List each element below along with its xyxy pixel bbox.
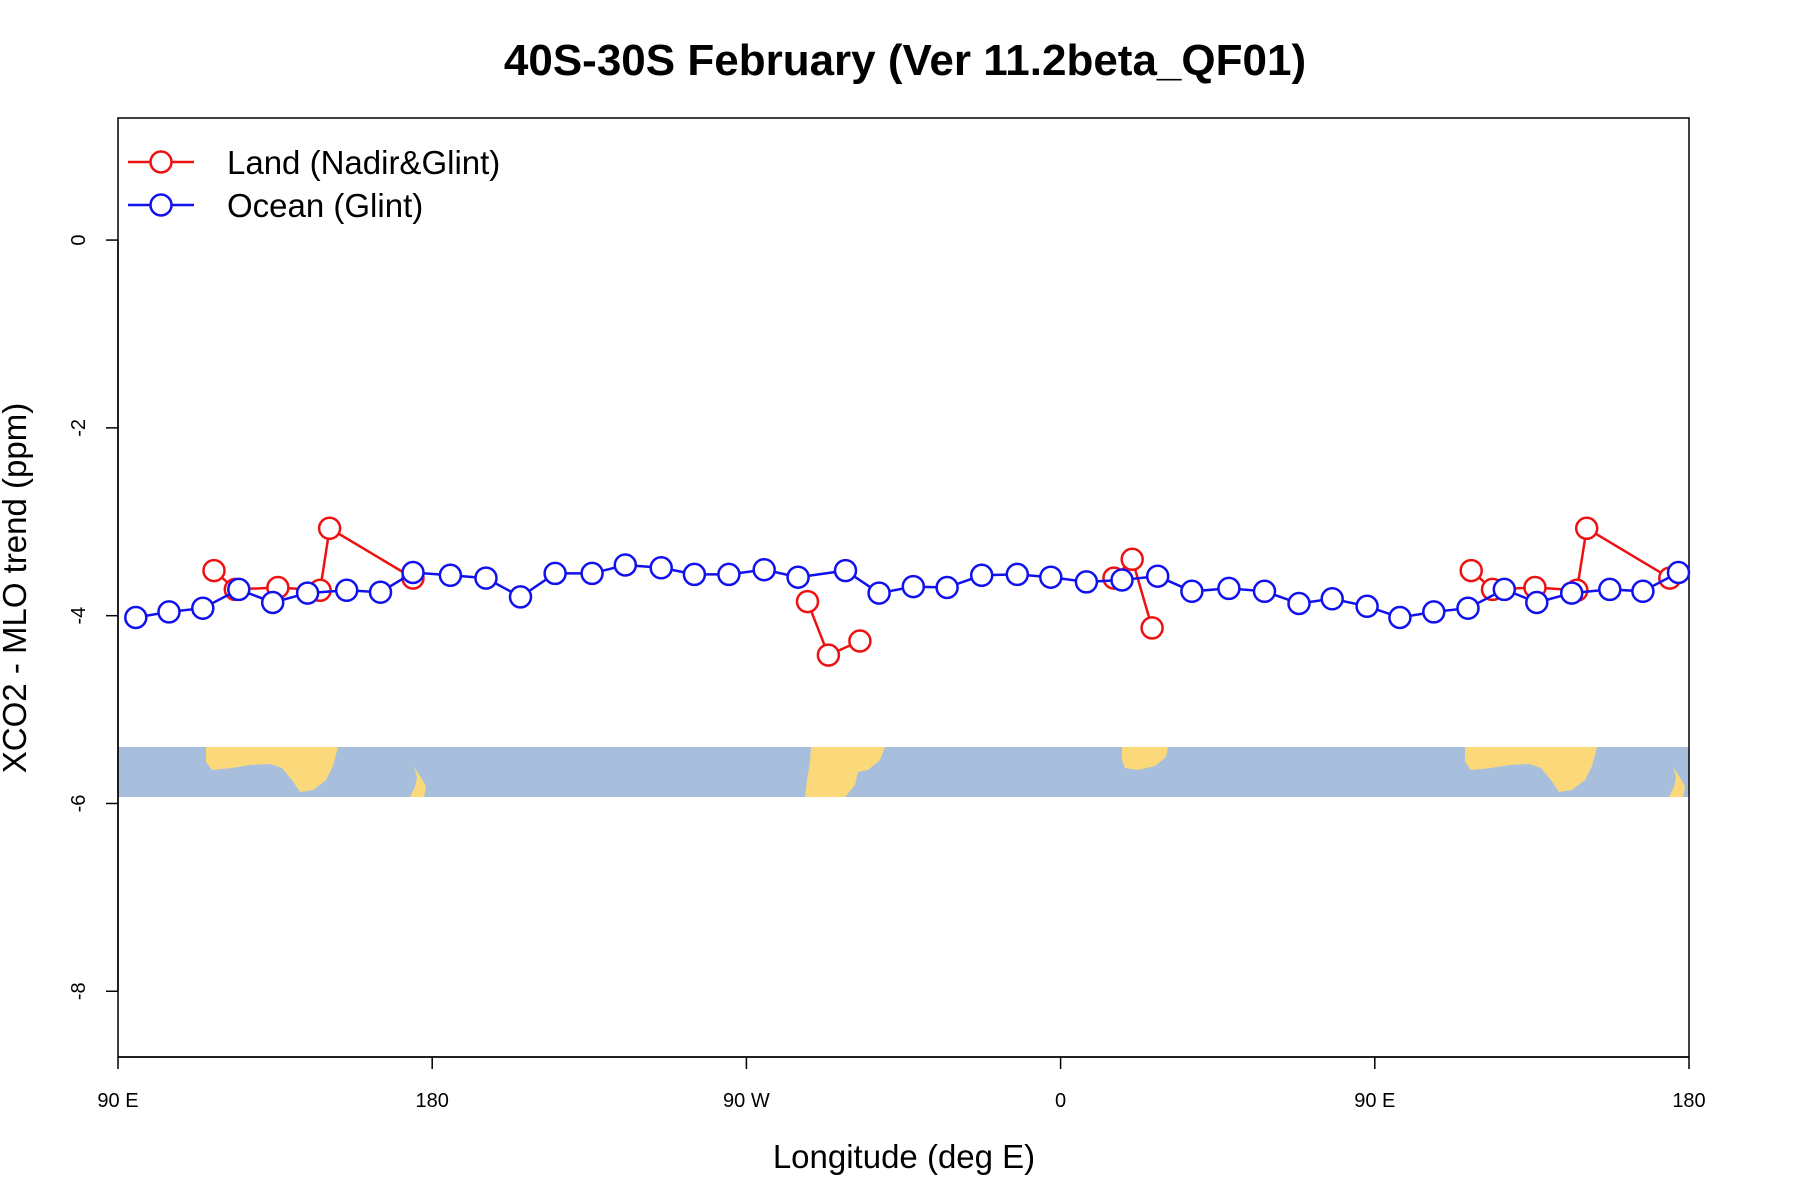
legend-land-label: Land (Nadir&Glint) xyxy=(227,144,500,181)
y-axis-label: XCO2 - MLO trend (ppm) xyxy=(0,403,33,773)
data-point xyxy=(227,577,251,602)
data-point xyxy=(1559,581,1584,605)
data-point xyxy=(1422,600,1446,624)
legend-ocean-marker xyxy=(149,193,173,217)
data-point xyxy=(901,574,926,599)
data-point xyxy=(649,556,673,580)
y-tick-label: -4 xyxy=(68,607,90,625)
data-point xyxy=(474,566,498,590)
data-point xyxy=(1355,594,1379,619)
data-point xyxy=(543,561,567,586)
data-point xyxy=(1574,516,1599,541)
data-point xyxy=(334,578,359,603)
data-point xyxy=(1140,616,1164,640)
map-land-australia-repeat xyxy=(1465,747,1597,792)
series-ocean xyxy=(124,553,1691,630)
data-point xyxy=(157,600,181,624)
data-point xyxy=(1287,591,1311,616)
data-point xyxy=(1666,560,1691,585)
data-point xyxy=(816,643,841,667)
x-tick-label: 90 E xyxy=(97,1090,138,1112)
data-point xyxy=(1074,570,1099,594)
x-axis-label: Longitude (deg E) xyxy=(773,1138,1035,1175)
data-point xyxy=(1005,562,1030,587)
data-point xyxy=(795,589,820,614)
data-point xyxy=(1110,568,1134,592)
data-point xyxy=(833,558,858,583)
data-point xyxy=(124,605,148,630)
data-point xyxy=(1320,587,1344,611)
data-point xyxy=(1252,579,1277,604)
y-tick-label: 0 xyxy=(68,235,90,246)
data-point xyxy=(508,585,533,609)
data-point xyxy=(317,516,342,541)
x-axis: 90 E 180 90 W 0 90 E 180 xyxy=(97,1056,1706,1112)
data-point xyxy=(1631,579,1655,604)
data-point xyxy=(848,629,872,653)
data-point xyxy=(438,563,463,588)
x-tick-label: 180 xyxy=(416,1090,449,1112)
y-tick-label: -2 xyxy=(68,419,90,437)
data-point xyxy=(580,561,604,586)
y-tick-label: -8 xyxy=(68,982,90,1000)
x-tick-label: 90 E xyxy=(1354,1090,1395,1112)
data-point xyxy=(935,575,959,600)
data-point xyxy=(1388,605,1412,630)
data-point xyxy=(969,563,994,588)
data-point xyxy=(1217,576,1241,601)
data-point xyxy=(682,562,707,587)
data-point xyxy=(1180,579,1204,604)
data-point xyxy=(202,558,226,583)
data-point xyxy=(1492,577,1517,602)
map-land-new-zealand-repeat xyxy=(1669,767,1685,797)
map-land-africa xyxy=(1122,747,1168,770)
data-point xyxy=(295,581,320,605)
data-point xyxy=(401,560,425,585)
map-band xyxy=(118,747,1689,797)
data-point xyxy=(752,557,776,582)
data-point xyxy=(1039,565,1063,589)
data-point xyxy=(717,562,741,587)
data-point xyxy=(1145,564,1170,588)
data-point xyxy=(1456,596,1480,620)
legend-land-marker xyxy=(149,150,173,174)
data-point xyxy=(260,590,285,615)
map-band-ocean xyxy=(118,747,1689,797)
map-land-australia xyxy=(206,747,338,792)
legend: Land (Nadir&Glint) Ocean (Glint) xyxy=(128,144,500,224)
y-axis: 0 -2 -4 -6 -8 xyxy=(68,235,119,1000)
y-tick-label: -6 xyxy=(68,795,90,813)
x-tick-label: 180 xyxy=(1672,1090,1705,1112)
legend-ocean-label: Ocean (Glint) xyxy=(227,187,423,224)
data-point xyxy=(867,581,891,605)
map-land-new-zealand xyxy=(410,767,426,797)
x-tick-label: 0 xyxy=(1055,1090,1066,1112)
data-point xyxy=(1525,590,1549,615)
data-point xyxy=(191,596,215,620)
map-land-south-america xyxy=(805,747,885,797)
chart-title: 40S-30S February (Ver 11.2beta_QF01) xyxy=(504,36,1306,85)
series-layer xyxy=(124,516,1691,667)
data-point xyxy=(786,565,810,589)
data-point xyxy=(1120,547,1144,572)
data-point xyxy=(613,553,638,577)
data-point xyxy=(368,580,393,604)
x-tick-label: 90 W xyxy=(723,1090,770,1112)
data-point xyxy=(1598,577,1622,602)
data-point xyxy=(1459,558,1483,583)
